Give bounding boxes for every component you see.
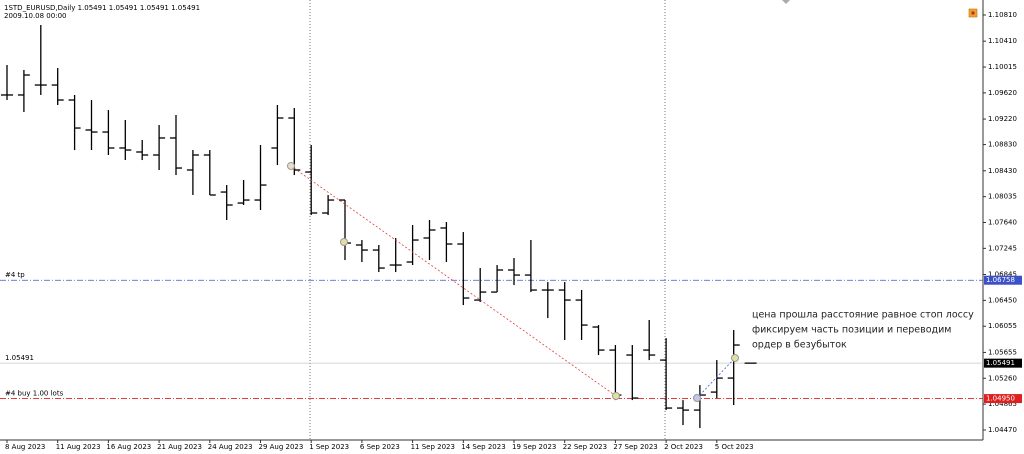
trade-marker bbox=[693, 394, 701, 402]
level-price-box bbox=[984, 394, 1022, 404]
x-tick-label: 11 Sep 2023 bbox=[411, 443, 455, 451]
y-tick-label: 1.09220 bbox=[988, 115, 1017, 123]
x-tick-label: 16 Aug 2023 bbox=[106, 443, 151, 451]
x-tick-label: 27 Sep 2023 bbox=[613, 443, 657, 451]
plot: 1.10810 1.10410 1.10015 1.09620 1.09220 1.088… bbox=[0, 11, 1022, 451]
trade-marker bbox=[340, 238, 348, 246]
chart-subheader: 2009.10.08 00:00 bbox=[4, 12, 66, 20]
y-tick-label: 1.08830 bbox=[988, 141, 1017, 149]
y-tick-label: 1.07640 bbox=[988, 218, 1017, 226]
y-tick-label: 1.05655 bbox=[988, 348, 1017, 356]
x-tick-label: 5 Oct 2023 bbox=[715, 443, 754, 451]
y-tick-label: 1.04865 bbox=[988, 400, 1017, 408]
x-tick-label: 2 Oct 2023 bbox=[664, 443, 703, 451]
x-tick-label: 21 Aug 2023 bbox=[157, 443, 202, 451]
trade-overlay bbox=[287, 162, 739, 402]
x-tick-label: 19 Sep 2023 bbox=[512, 443, 556, 451]
trade-marker bbox=[731, 354, 739, 362]
level-label: #4 buy 1.00 lots bbox=[5, 390, 64, 398]
annotation: фиксируем часть позиции и переводим bbox=[752, 325, 951, 336]
level-price-box bbox=[984, 275, 1022, 285]
current-price-label: 1.05491 bbox=[5, 354, 34, 362]
annotation: цена прошла расстояние равное стоп лоссу bbox=[752, 310, 974, 321]
trade-marker bbox=[287, 162, 295, 170]
y-tick-label: 1.09620 bbox=[988, 89, 1017, 97]
x-tick-label: 11 Aug 2023 bbox=[56, 443, 101, 451]
x-tick-label: 1 Sep 2023 bbox=[309, 443, 349, 451]
y-tick-label: 1.08035 bbox=[988, 193, 1017, 201]
y-tick-label: 1.10810 bbox=[988, 11, 1017, 19]
x-tick-label: 24 Aug 2023 bbox=[208, 443, 253, 451]
y-tick-label: 1.10015 bbox=[988, 63, 1017, 71]
y-tick-label: 1.05260 bbox=[988, 374, 1017, 382]
chart-header: 1STD_EURUSD,Daily 1.05491 1.05491 1.0549… bbox=[4, 4, 200, 12]
expert-icon-dot bbox=[971, 11, 975, 15]
trade-line bbox=[696, 357, 736, 399]
current-price-box bbox=[984, 358, 1022, 368]
trade-marker bbox=[612, 392, 620, 400]
x-tick-label: 22 Sep 2023 bbox=[563, 443, 607, 451]
y-tick-label: 1.06055 bbox=[988, 322, 1017, 330]
level-label: #4 tp bbox=[5, 271, 25, 279]
current-price-box-label: 1.05491 bbox=[986, 359, 1015, 367]
y-tick-label: 1.08430 bbox=[988, 167, 1017, 175]
y-tick-label: 1.10410 bbox=[988, 37, 1017, 45]
y-tick-label: 1.04470 bbox=[988, 426, 1017, 434]
x-tick-label: 6 Sep 2023 bbox=[360, 443, 400, 451]
level-price-label: 1.04950 bbox=[986, 395, 1015, 403]
x-tick-label: 14 Sep 2023 bbox=[461, 443, 505, 451]
y-tick-label: 1.06845 bbox=[988, 271, 1017, 279]
level-price-label: 1.06758 bbox=[986, 276, 1015, 284]
x-tick-label: 29 Aug 2023 bbox=[259, 443, 304, 451]
y-tick-label: 1.07245 bbox=[988, 244, 1017, 252]
shift-marker bbox=[782, 0, 790, 4]
x-tick-label: 8 Aug 2023 bbox=[5, 443, 45, 451]
annotation: ордер в безубыток bbox=[752, 340, 847, 351]
y-tick-label: 1.06450 bbox=[988, 296, 1017, 304]
